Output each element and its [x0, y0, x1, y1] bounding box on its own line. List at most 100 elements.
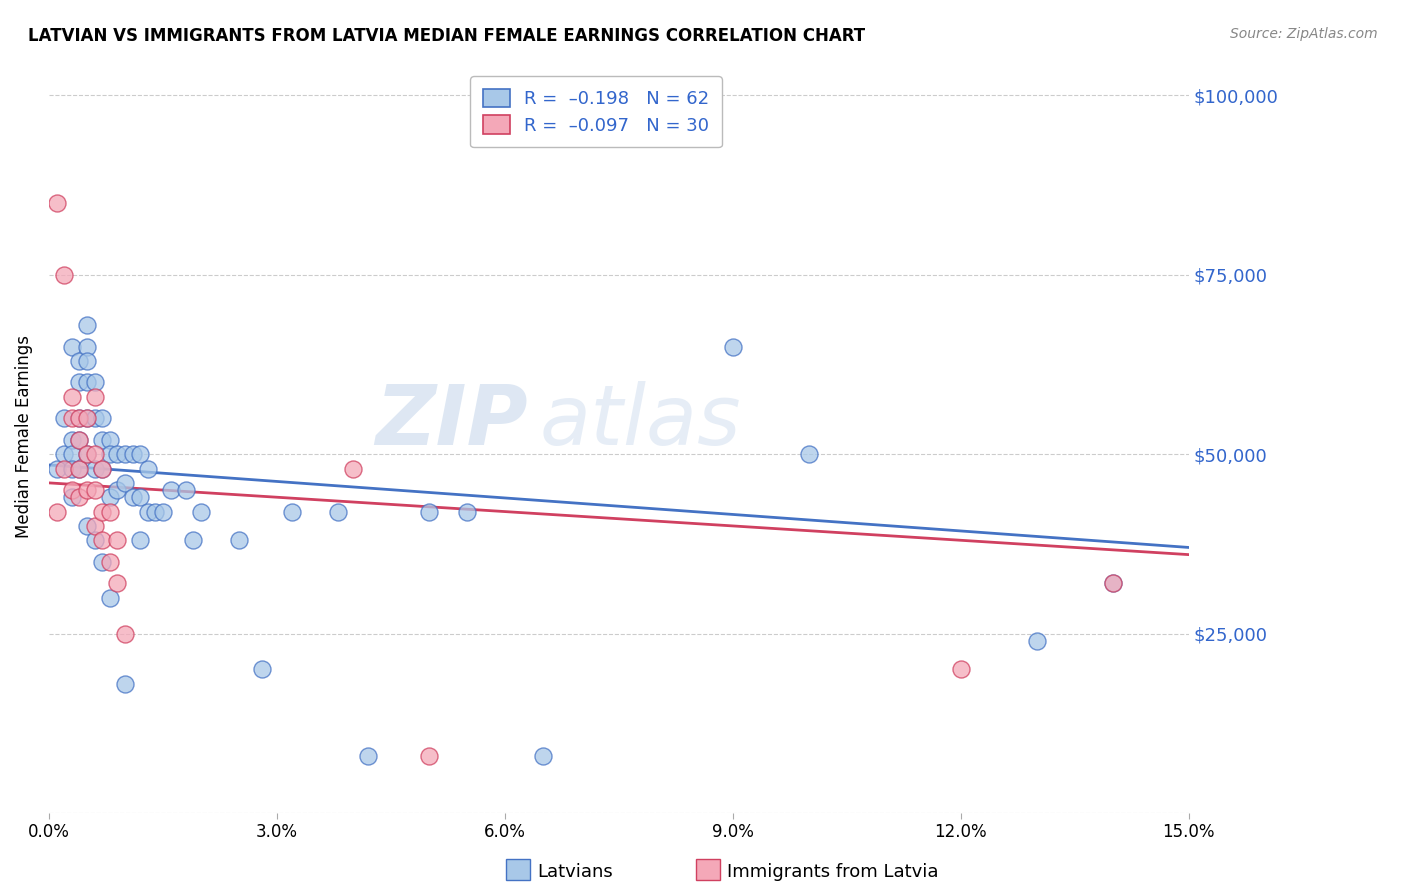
Point [91, 505, 114, 519]
Point [326, 505, 349, 519]
Point [76, 519, 98, 533]
Point [797, 447, 820, 461]
Text: Source: ZipAtlas.com: Source: ZipAtlas.com [1230, 27, 1378, 41]
Point [114, 475, 136, 490]
Point [76, 483, 98, 497]
Point [91, 555, 114, 569]
Point [91, 461, 114, 475]
Point [136, 505, 159, 519]
Point [76, 447, 98, 461]
Point [83, 447, 105, 461]
Point [83, 533, 105, 548]
Point [121, 447, 143, 461]
Point [418, 748, 440, 763]
Point [456, 505, 478, 519]
Point [91, 411, 114, 425]
Point [129, 490, 152, 504]
Point [83, 483, 105, 497]
Point [76, 354, 98, 368]
Point [1025, 633, 1047, 648]
Point [98, 490, 121, 504]
Text: ZIP: ZIP [375, 381, 527, 462]
Point [98, 505, 121, 519]
Point [60, 411, 83, 425]
Point [143, 505, 166, 519]
Point [60, 447, 83, 461]
Point [67, 411, 90, 425]
Point [98, 555, 121, 569]
Point [67, 376, 90, 390]
Point [83, 519, 105, 533]
Point [83, 390, 105, 404]
Point [121, 490, 143, 504]
Point [76, 318, 98, 332]
Point [76, 411, 98, 425]
Point [105, 533, 128, 548]
Point [83, 411, 105, 425]
Point [281, 505, 304, 519]
Point [53, 268, 76, 282]
Point [1101, 576, 1123, 591]
Point [53, 411, 76, 425]
Point [250, 662, 273, 676]
Point [60, 340, 83, 354]
Point [67, 490, 90, 504]
Point [45, 461, 67, 475]
Point [342, 461, 364, 475]
Point [152, 505, 174, 519]
Point [114, 447, 136, 461]
Point [531, 748, 554, 763]
Point [136, 461, 159, 475]
Point [45, 505, 67, 519]
Point [183, 533, 205, 548]
Point [76, 447, 98, 461]
Point [83, 461, 105, 475]
Point [98, 433, 121, 447]
Point [67, 411, 90, 425]
Point [76, 376, 98, 390]
Point [45, 196, 67, 211]
Point [1101, 576, 1123, 591]
Point [98, 447, 121, 461]
Text: atlas: atlas [538, 381, 741, 462]
Point [60, 483, 83, 497]
Point [60, 433, 83, 447]
Point [91, 461, 114, 475]
Point [114, 677, 136, 691]
Point [949, 662, 972, 676]
Point [60, 390, 83, 404]
Point [67, 433, 90, 447]
Point [98, 591, 121, 605]
Point [114, 626, 136, 640]
Point [53, 447, 76, 461]
Point [129, 533, 152, 548]
Point [105, 483, 128, 497]
Legend: R =  –0.198   N = 62, R =  –0.097   N = 30: R = –0.198 N = 62, R = –0.097 N = 30 [470, 76, 723, 147]
Point [174, 483, 197, 497]
Point [67, 433, 90, 447]
Point [67, 461, 90, 475]
Point [83, 376, 105, 390]
Point [228, 533, 250, 548]
Point [357, 748, 380, 763]
Point [67, 461, 90, 475]
Point [129, 447, 152, 461]
Point [418, 505, 440, 519]
Y-axis label: Median Female Earnings: Median Female Earnings [15, 334, 32, 538]
Point [60, 490, 83, 504]
Point [91, 433, 114, 447]
Point [721, 340, 744, 354]
Point [105, 576, 128, 591]
Point [190, 505, 212, 519]
Point [76, 340, 98, 354]
Point [159, 483, 181, 497]
Point [91, 533, 114, 548]
Text: LATVIAN VS IMMIGRANTS FROM LATVIA MEDIAN FEMALE EARNINGS CORRELATION CHART: LATVIAN VS IMMIGRANTS FROM LATVIA MEDIAN… [28, 27, 865, 45]
Point [53, 461, 76, 475]
Point [76, 411, 98, 425]
Point [60, 461, 83, 475]
Point [105, 447, 128, 461]
Text: Immigrants from Latvia: Immigrants from Latvia [727, 863, 938, 881]
Point [67, 354, 90, 368]
Text: Latvians: Latvians [537, 863, 613, 881]
